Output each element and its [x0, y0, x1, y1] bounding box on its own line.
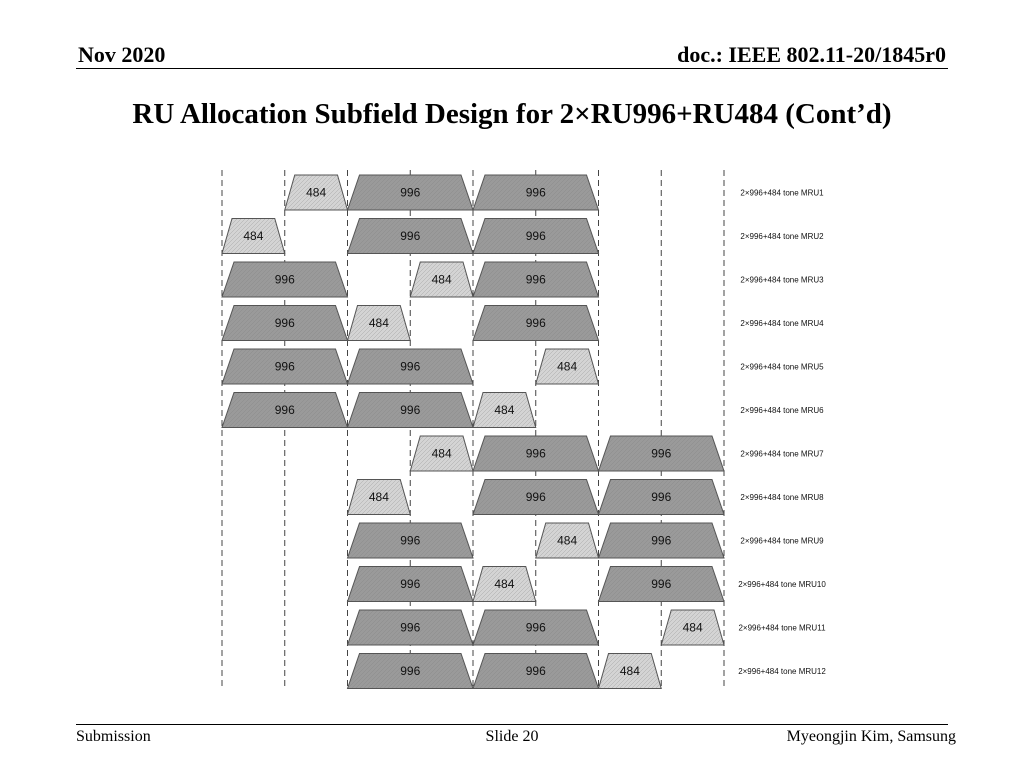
ru-size-label: 996	[651, 447, 671, 461]
ru-size-label: 996	[651, 534, 671, 548]
ru484-block	[346, 479, 411, 515]
ru996-block	[472, 305, 600, 341]
footer-author: Myeongjin Kim, Samsung	[786, 728, 956, 745]
ru996-block	[597, 479, 725, 515]
ru484-block	[535, 522, 600, 559]
mru-row-label: 2×996+484 tone MRU5	[740, 363, 824, 372]
ru-size-label: 484	[369, 316, 389, 330]
mru-row-label: 2×996+484 tone MRU10	[738, 580, 826, 589]
ru996-block	[597, 435, 725, 472]
ru484-block	[535, 348, 600, 385]
ru996-block	[346, 218, 474, 254]
ru-size-label: 484	[494, 577, 514, 591]
header-rule	[76, 68, 948, 69]
ru996-block	[472, 653, 600, 689]
ru-size-label: 484	[683, 621, 703, 635]
mru-row-label: 2×996+484 tone MRU4	[740, 319, 824, 328]
ru-size-label: 996	[400, 186, 420, 200]
ru996-block	[346, 174, 474, 211]
mru-row-label: 2×996+484 tone MRU2	[740, 232, 824, 241]
mru-row-label: 2×996+484 tone MRU8	[740, 493, 824, 502]
ru-size-label: 996	[526, 621, 546, 635]
ru996-block	[472, 218, 600, 254]
ru-size-label: 484	[557, 360, 577, 374]
ru484-block	[472, 566, 537, 602]
slide-title: RU Allocation Subfield Design for 2×RU99…	[132, 98, 892, 130]
ru484-block	[221, 218, 286, 254]
ru996-block	[346, 392, 474, 428]
ru484-block	[660, 609, 725, 646]
ru-size-label: 484	[557, 534, 577, 548]
mru-row-label: 2×996+484 tone MRU1	[740, 189, 824, 198]
ru996-block	[346, 522, 474, 559]
ru-size-label: 996	[526, 186, 546, 200]
ru996-block	[472, 261, 600, 298]
ru996-block	[346, 609, 474, 646]
ru-size-label: 996	[275, 360, 295, 374]
ru-size-label: 996	[400, 229, 420, 243]
ru484-block	[472, 392, 537, 428]
ru-size-label: 996	[526, 229, 546, 243]
ru996-block	[346, 566, 474, 602]
ru996-block	[472, 435, 600, 472]
header-doc-id: doc.: IEEE 802.11-20/1845r0	[677, 42, 946, 67]
ru-size-label: 996	[526, 273, 546, 287]
ru-size-label: 484	[369, 490, 389, 504]
ru484-block	[409, 261, 474, 298]
mru-row-label: 2×996+484 tone MRU11	[738, 624, 826, 633]
ru-size-label: 996	[400, 577, 420, 591]
mru-row-label: 2×996+484 tone MRU7	[740, 450, 824, 459]
ru-size-label: 484	[306, 186, 326, 200]
ru996-block	[221, 392, 349, 428]
footer-submission: Submission	[76, 728, 151, 745]
ru-size-label: 484	[494, 403, 514, 417]
mru-row-label: 2×996+484 tone MRU6	[740, 406, 824, 415]
ru-size-label: 996	[275, 403, 295, 417]
ru996-block	[221, 305, 349, 341]
ru-size-label: 996	[400, 664, 420, 678]
footer-rule	[76, 724, 948, 725]
ru-size-label: 996	[526, 664, 546, 678]
ru-size-label: 484	[620, 664, 640, 678]
header-date: Nov 2020	[78, 42, 166, 67]
ru-size-label: 996	[400, 534, 420, 548]
ru-size-label: 996	[526, 316, 546, 330]
ru-size-label: 996	[651, 490, 671, 504]
ru-size-label: 996	[275, 316, 295, 330]
footer-slide-number: Slide 20	[485, 728, 539, 745]
mru-row-label: 2×996+484 tone MRU3	[740, 276, 824, 285]
ru996-block	[472, 174, 600, 211]
ru996-block	[597, 566, 725, 602]
mru-row-label: 2×996+484 tone MRU12	[738, 667, 826, 676]
ru996-block	[346, 653, 474, 689]
ru996-block	[221, 261, 349, 298]
ru996-block	[597, 522, 725, 559]
ru996-block	[472, 609, 600, 646]
ru-size-label: 484	[432, 447, 452, 461]
ru484-block	[346, 305, 411, 341]
ru-size-label: 996	[651, 577, 671, 591]
mru-row-label: 2×996+484 tone MRU9	[740, 537, 824, 546]
ru484-block	[284, 174, 349, 211]
ru-size-label: 996	[526, 447, 546, 461]
ru-size-label: 996	[526, 490, 546, 504]
ru996-block	[472, 479, 600, 515]
ru484-block	[409, 435, 474, 472]
ru-size-label: 484	[432, 273, 452, 287]
ru-size-label: 996	[275, 273, 295, 287]
ru-size-label: 484	[243, 229, 263, 243]
ru996-block	[346, 348, 474, 385]
ru996-block	[221, 348, 349, 385]
ru484-block	[597, 653, 662, 689]
ru-size-label: 996	[400, 403, 420, 417]
ru-size-label: 996	[400, 621, 420, 635]
ru-size-label: 996	[400, 360, 420, 374]
